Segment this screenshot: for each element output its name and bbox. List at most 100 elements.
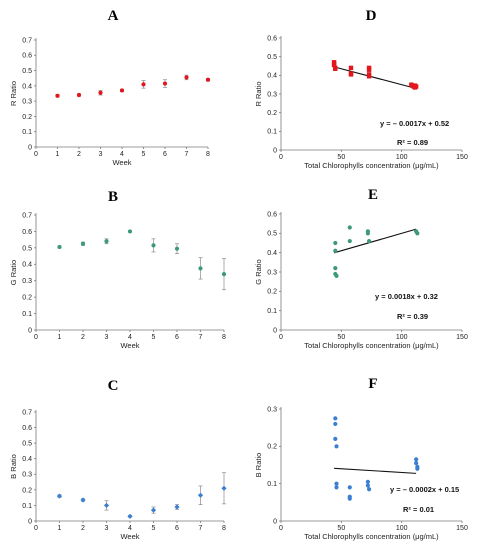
panel-label: B	[108, 189, 118, 205]
data-point	[333, 436, 338, 441]
x-tick-label: 8	[206, 151, 210, 158]
x-tick-label: 0	[279, 154, 283, 161]
x-tick-label: 100	[396, 525, 408, 532]
data-point	[221, 272, 227, 277]
y-tick-label: 0.5	[22, 441, 32, 448]
x-axis-title: Total Chlorophylls concentration (μg/mL)	[304, 341, 439, 350]
data-point	[365, 479, 370, 484]
data-point	[348, 72, 354, 77]
y-tick-label: 0.1	[267, 129, 277, 136]
y-tick-label: 0.6	[267, 35, 277, 42]
data-point	[333, 416, 338, 421]
x-tick-label: 0	[34, 334, 38, 341]
x-axis-title: Week	[120, 341, 139, 350]
data-point	[366, 487, 372, 492]
chart-panel-b: B 0 0.1 0.2 0.3 0.4 0.5 0.6 0.7 0 1 2 3 4 5 6 7 8 Week G Ra…	[9, 189, 227, 350]
y-tick-label: 0.3	[267, 91, 277, 98]
x-tick-label: 100	[396, 154, 408, 161]
x-tick-label: 0	[34, 151, 38, 158]
data-point	[333, 421, 338, 427]
x-tick-label: 1	[56, 151, 60, 158]
trend-line	[333, 228, 417, 254]
x-tick-label: 150	[456, 334, 468, 341]
data-point	[413, 84, 419, 89]
data-point	[184, 75, 189, 80]
y-tick-label: 0.2	[267, 444, 277, 451]
x-tick-label: 50	[337, 525, 345, 532]
x-tick-label: 6	[175, 525, 179, 532]
x-tick-label: 2	[77, 151, 81, 158]
x-tick-label: 5	[142, 151, 146, 158]
data-point	[127, 229, 133, 234]
y-tick-label: 0.5	[267, 54, 277, 61]
data-point	[55, 93, 60, 98]
x-tick-label: 150	[456, 154, 468, 161]
regression-equation: y = – 0.0017x + 0.52	[380, 119, 449, 128]
y-tick-label: 0.4	[22, 262, 32, 269]
data-point	[334, 481, 339, 486]
data-point	[366, 238, 372, 244]
x-tick-label: 5	[152, 525, 156, 532]
trend-line	[334, 467, 417, 474]
chart-panel-e: E 0 0.1 0.2 0.3 0.4 0.5 0.6 0 50 100 150 Total Chlor…	[254, 187, 468, 350]
y-tick-label: 0.4	[267, 73, 277, 80]
y-tick-label: 0.4	[267, 250, 277, 257]
data-point	[197, 492, 204, 498]
x-tick-label: 50	[337, 334, 345, 341]
data-point	[333, 248, 338, 253]
y-tick-label: 0.7	[22, 409, 32, 416]
data-point	[348, 65, 354, 71]
x-tick-label: 0	[279, 525, 283, 532]
data-point	[365, 231, 370, 236]
y-tick-label: 0.3	[22, 472, 32, 479]
data-point	[414, 461, 419, 466]
data-point	[334, 485, 339, 490]
chart-panel-c: C 0 0.1 0.2 0.3 0.4 0.5 0.6 0.7 0 1 2 3 4 5 6 7 8 Week B Ra…	[9, 378, 227, 541]
x-tick-label: 150	[456, 525, 468, 532]
x-tick-label: 3	[105, 334, 109, 341]
x-tick-label: 3	[105, 525, 109, 532]
data-point	[98, 90, 103, 95]
x-tick-label: 2	[81, 525, 85, 532]
y-tick-label: 0.2	[267, 289, 277, 296]
data-point	[151, 243, 156, 248]
x-tick-label: 6	[175, 334, 179, 341]
x-tick-label: 3	[99, 151, 103, 158]
y-axis-title: R Ratio	[254, 81, 263, 106]
x-tick-label: 4	[120, 151, 124, 158]
y-tick-label: 0.1	[267, 481, 277, 488]
data-point	[347, 238, 352, 244]
data-point	[205, 77, 211, 82]
data-point	[347, 485, 352, 490]
x-tick-label: 1	[58, 334, 62, 341]
data-point	[76, 92, 82, 98]
data-point	[414, 457, 419, 462]
data-point	[174, 504, 180, 510]
x-tick-label: 2	[81, 334, 85, 341]
y-tick-label: 0.5	[22, 245, 32, 252]
x-tick-label: 6	[163, 151, 167, 158]
x-tick-label: 7	[199, 334, 203, 341]
y-tick-label: 0.3	[22, 99, 32, 106]
y-tick-label: 0.2	[22, 487, 32, 494]
y-tick-label: 0	[28, 327, 32, 334]
x-axis-title: Week	[112, 158, 131, 167]
data-point	[150, 507, 157, 513]
data-point	[334, 444, 339, 449]
data-point	[347, 225, 352, 230]
data-point	[198, 266, 203, 271]
data-point	[415, 466, 420, 471]
data-point	[174, 246, 180, 251]
regression-equation: y = 0.0018x + 0.32	[375, 292, 438, 301]
y-tick-label: 0.2	[22, 114, 32, 121]
trend-line	[333, 66, 417, 90]
y-tick-label: 0.3	[267, 406, 277, 413]
x-tick-label: 8	[222, 334, 226, 341]
data-point	[347, 496, 352, 501]
y-tick-label: 0	[273, 518, 277, 525]
data-point	[119, 88, 125, 93]
panel-label: A	[108, 8, 119, 24]
y-tick-label: 0.1	[22, 311, 32, 318]
y-tick-label: 0.4	[22, 456, 32, 463]
